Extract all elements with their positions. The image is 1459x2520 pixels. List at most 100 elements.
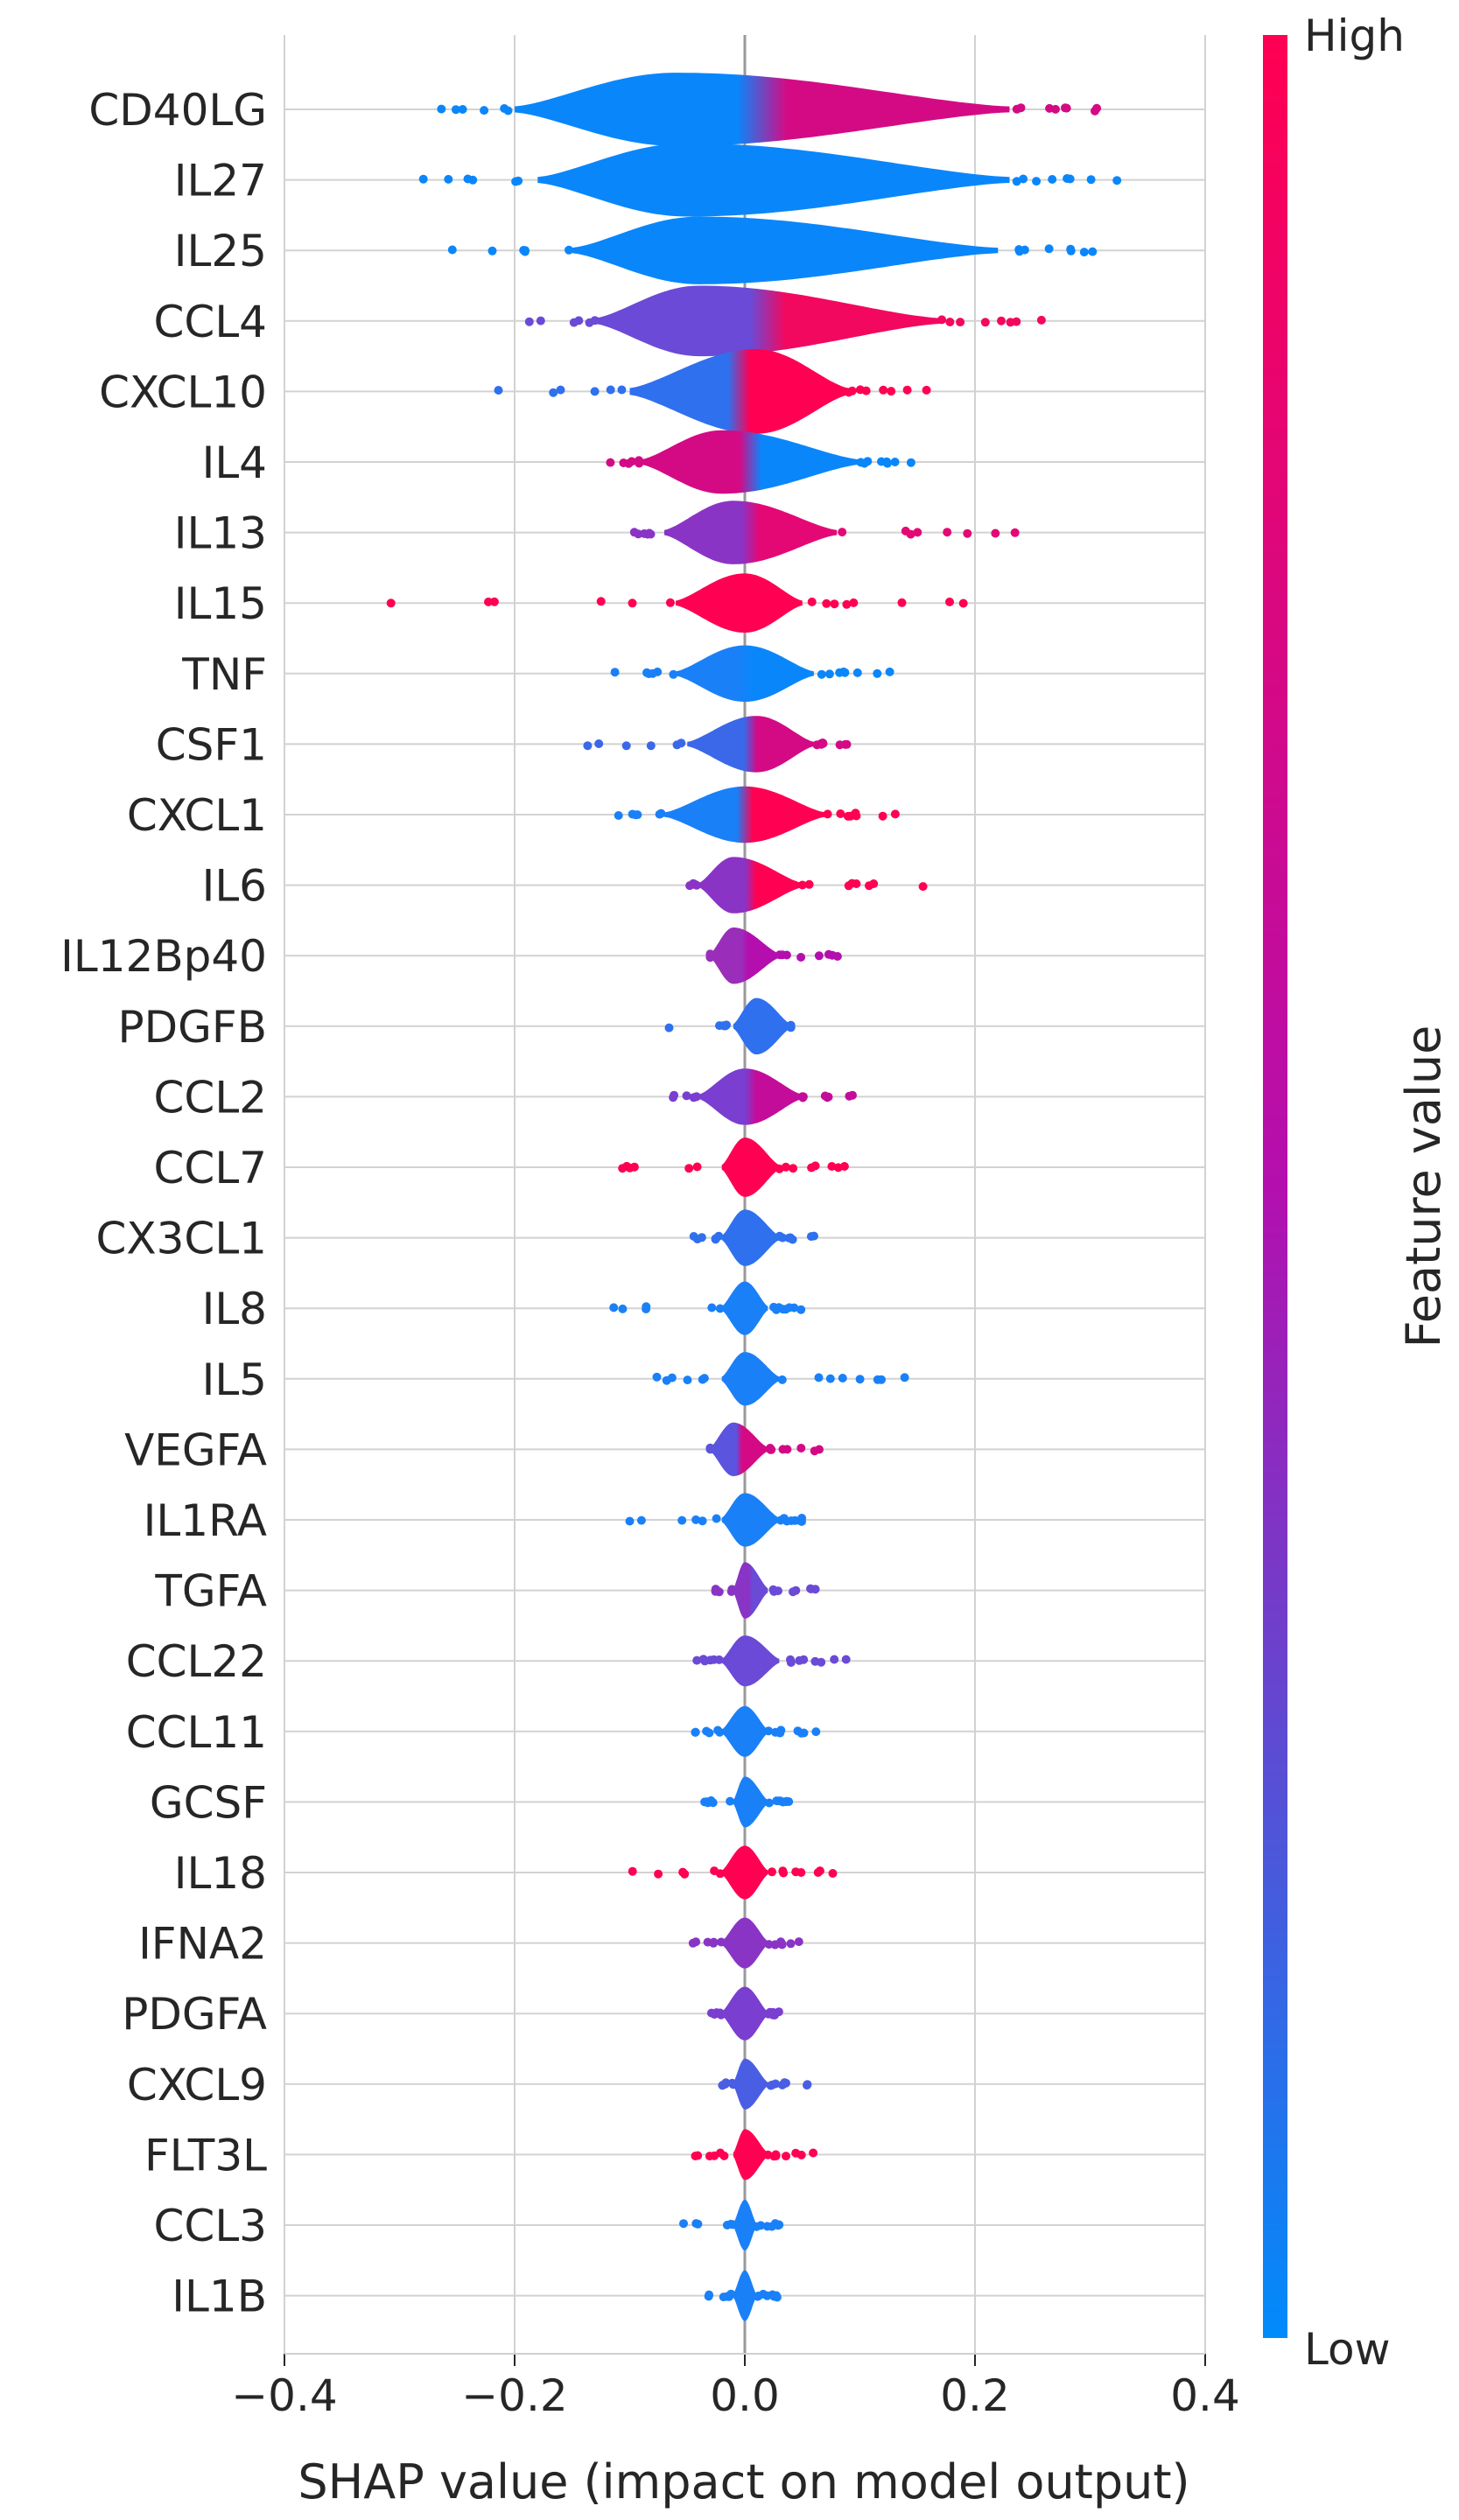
outlier-point [843, 811, 852, 821]
violin-ccl22 [721, 1635, 780, 1687]
violin-pdgfa [721, 1986, 768, 2040]
outlier-point [770, 2219, 780, 2229]
outlier-point [629, 1162, 639, 1172]
violin-il6 [698, 857, 803, 914]
outlier-point [717, 1937, 726, 1947]
outlier-point [480, 106, 489, 116]
outlier-point [606, 385, 615, 395]
outlier-point [1048, 175, 1057, 184]
outlier-point [777, 1940, 787, 1950]
outlier-point [702, 1726, 712, 1736]
outlier-point [503, 106, 513, 116]
outlier-point [514, 176, 523, 186]
outlier-point [789, 1587, 797, 1597]
outlier-point [887, 387, 896, 396]
outlier-point [807, 597, 817, 606]
outlier-point [656, 808, 666, 818]
outlier-point [1032, 177, 1042, 186]
outlier-point [823, 1093, 832, 1102]
feature-label: IL13 [174, 508, 267, 559]
outlier-point [835, 668, 845, 677]
outlier-point [943, 528, 952, 537]
feature-label: IL6 [202, 861, 267, 912]
feature-label: CX3CL1 [95, 1214, 267, 1264]
outlier-point [782, 1445, 792, 1454]
feature-label: IL4 [202, 438, 267, 488]
feature-label: IL25 [174, 226, 267, 276]
outlier-point [815, 1445, 824, 1454]
outlier-point [956, 318, 965, 327]
outlier-point [646, 741, 656, 751]
outlier-point [906, 529, 915, 539]
outlier-point [793, 1726, 803, 1736]
outlier-point [825, 1374, 835, 1383]
outlier-point [703, 1937, 712, 1947]
outlier-point [1092, 103, 1102, 113]
outlier-point [1019, 174, 1028, 184]
outlier-point [1066, 246, 1076, 256]
outlier-point [890, 809, 900, 819]
outlier-point [677, 1516, 687, 1525]
feature-label: IL18 [174, 1848, 267, 1899]
outlier-point [830, 599, 839, 609]
outlier-point [458, 105, 467, 114]
outlier-point [609, 1303, 619, 1312]
outlier-point [1062, 103, 1071, 113]
outlier-point [569, 318, 579, 327]
outlier-point [1012, 104, 1021, 114]
outlier-point [719, 2292, 728, 2302]
outlier-point [635, 456, 643, 466]
violin-ccl2 [698, 1068, 803, 1125]
outlier-point [776, 1726, 786, 1735]
feature-label: IL8 [202, 1284, 267, 1334]
outlier-point [897, 598, 907, 607]
feature-label: CXCL1 [127, 790, 267, 841]
violin-cxcl10 [629, 349, 849, 434]
x-tick-label: −0.4 [231, 2370, 337, 2421]
outlier-point [679, 2219, 688, 2229]
outlier-point [869, 879, 879, 888]
violin-ccl4 [595, 285, 941, 357]
colorbar: High Low Feature value [1263, 10, 1451, 2375]
violin-il18 [721, 1845, 768, 1900]
violin-ccl7 [721, 1138, 780, 1197]
outlier-point [818, 738, 828, 748]
x-axis: −0.4 −0.2 0.0 0.2 0.4 [231, 2353, 1240, 2421]
outlier-point [839, 1162, 849, 1171]
outlier-point [799, 1655, 809, 1664]
outlier-point [885, 667, 894, 676]
outlier-point [764, 2009, 773, 2019]
outlier-point [811, 1727, 821, 1737]
outlier-point [798, 1093, 808, 1102]
outlier-point [768, 2080, 777, 2090]
outlier-point [691, 1727, 700, 1737]
outlier-point [824, 669, 834, 679]
outlier-point [772, 2291, 781, 2300]
outlier-point [585, 318, 594, 327]
outlier-point [627, 457, 636, 466]
outlier-point [667, 1373, 677, 1382]
outlier-point [715, 2008, 725, 2018]
feature-label: CXCL10 [99, 367, 267, 417]
outlier-point [855, 1375, 865, 1384]
outlier-point [705, 2290, 714, 2300]
outlier-point [628, 1866, 637, 1876]
outlier-point [1112, 176, 1122, 186]
outlier-point [669, 669, 678, 679]
outlier-point [786, 1023, 796, 1032]
feature-label: IL12Bp40 [60, 931, 267, 982]
outlier-point [775, 1164, 784, 1173]
outlier-point [764, 1940, 774, 1950]
violin-il1ra [721, 1493, 780, 1547]
outlier-point [680, 1869, 690, 1879]
outlier-point [794, 1937, 803, 1947]
violin-csf1 [687, 716, 814, 773]
violin-ccl3 [733, 2200, 757, 2250]
outlier-point [709, 1937, 719, 1947]
outlier-point [824, 949, 833, 959]
violin-pdgfb [733, 998, 791, 1054]
violin-gcsf [733, 1776, 768, 1828]
outlier-point [672, 740, 682, 750]
feature-label: FLT3L [144, 2130, 267, 2180]
outlier-point [386, 598, 396, 608]
